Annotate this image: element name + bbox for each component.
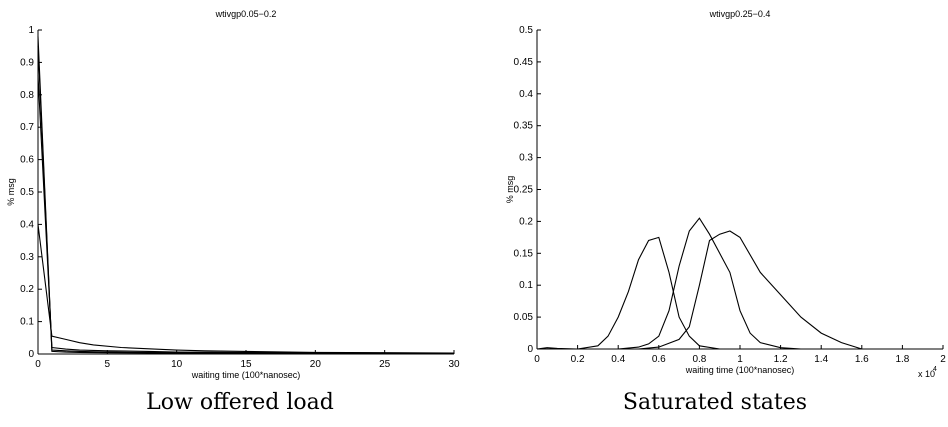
x-tick-label: 0.6	[652, 354, 666, 365]
y-tick-label: 1	[28, 25, 34, 36]
y-tick-label: 0	[28, 349, 34, 360]
series-line-2	[537, 217, 801, 350]
series-line-1	[536, 236, 740, 350]
x-tick-label: 0	[35, 359, 41, 370]
y-axis-label: % msg	[505, 176, 515, 204]
x-tick-label: 25	[379, 359, 391, 370]
y-tick-label: 0.25	[514, 185, 534, 196]
y-tick-label: 0.1	[20, 317, 34, 328]
y-tick-label: 0.9	[20, 57, 34, 68]
y-tick-label: 0.45	[514, 57, 534, 68]
y-tick-label: 0.6	[20, 155, 34, 166]
x-tick-label: 20	[310, 359, 322, 370]
x-tick-label: 1.4	[814, 354, 828, 365]
series-line-3	[537, 230, 862, 350]
x-axis-label: waiting time (100*nanosec)	[685, 365, 795, 375]
x-tick-label: 1.2	[774, 354, 788, 365]
series-line-2	[37, 75, 455, 354]
x-tick-label: 0.4	[611, 354, 625, 365]
y-tick-label: 0.5	[20, 187, 34, 198]
x-multiplier-exponent: 4	[933, 366, 937, 373]
y-tick-label: 0.2	[20, 284, 34, 295]
x-tick-label: 0	[534, 354, 540, 365]
series-line-3	[37, 46, 455, 355]
chart-right: 0 0.05 0.1 0.15 0.2 0.25 0.3 0.35 0.4 0.45 0.5 0 0.2…	[505, 9, 946, 379]
caption-left: Low offered load	[146, 390, 334, 415]
y-tick-label: 0.3	[519, 153, 533, 164]
y-tick-label: 0.15	[514, 248, 534, 259]
series-line-4	[37, 36, 454, 355]
y-tick-label: 0.1	[519, 280, 533, 291]
y-tick-label: 0.8	[20, 90, 34, 101]
chart-title: wtivgp0.05−0.2	[215, 9, 277, 19]
y-tick-label: 0.4	[519, 89, 533, 100]
x-tick-label: 10	[171, 359, 183, 370]
y-tick-label: 0.7	[20, 122, 34, 133]
y-tick-label: 0.2	[519, 216, 533, 227]
x-tick-label: 15	[240, 359, 252, 370]
x-tick-label: 1	[737, 354, 743, 365]
x-multiplier-label: x 10	[918, 369, 935, 379]
x-tick-label: 30	[448, 359, 460, 370]
x-tick-label: 1.6	[855, 354, 869, 365]
y-tick-label: 0.05	[514, 312, 534, 323]
y-tick-label: 0.3	[20, 252, 34, 263]
series-line-1	[37, 224, 455, 354]
y-tick-label: 0.4	[20, 219, 34, 230]
y-tick-label: 0.35	[514, 121, 534, 132]
x-tick-label: 2	[940, 354, 946, 365]
x-axis-label: waiting time (100*nanosec)	[191, 370, 301, 380]
y-tick-label: 0.5	[519, 25, 533, 36]
chart-title: wtivgp0.25−0.4	[709, 9, 771, 19]
x-tick-label: 0.2	[571, 354, 585, 365]
chart-left: 00.10.20.30.40.50.60.70.80.910 5 10 15 20 25 3…	[6, 9, 460, 380]
x-tick-label: 0.8	[692, 354, 706, 365]
y-tick-label: 0	[527, 344, 533, 355]
y-axis-label: % msg	[6, 178, 16, 206]
caption-right: Saturated states	[622, 390, 808, 415]
x-tick-label: 5	[105, 359, 111, 370]
x-tick-label: 1.8	[895, 354, 909, 365]
